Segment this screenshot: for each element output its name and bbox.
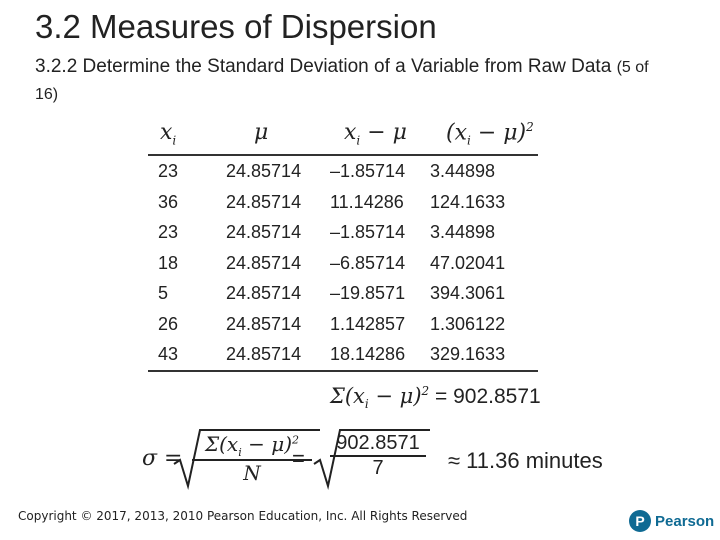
table-cell: 24.85714 <box>226 283 302 303</box>
sqrt-sign-1 <box>173 429 320 490</box>
slide-title: 3.2 Measures of Dispersion <box>35 8 437 45</box>
denominator-value: 7 <box>330 455 426 480</box>
table-row: 36 24.85714 11.14286 124.1633 <box>148 187 538 218</box>
table-cell: 24.85714 <box>226 252 302 273</box>
table-cell: –6.85714 <box>330 252 406 273</box>
header-xi: xi <box>160 120 177 148</box>
table-row: 23 24.85714 –1.85714 3.44898 <box>148 156 538 187</box>
table-cell: 124.1633 <box>430 191 506 212</box>
std-dev-result: ≈ 11.36 minutes <box>448 448 603 473</box>
header-mu: μ <box>254 120 269 145</box>
table-row: 23 24.85714 –1.85714 3.44898 <box>148 217 538 248</box>
table-cell: 11.14286 <box>330 191 404 212</box>
header-xi-minus-mu: xi − μ <box>344 120 407 148</box>
subtitle-text: 3.2.2 Determine the Standard Deviation o… <box>35 56 612 77</box>
table-cell: –1.85714 <box>330 222 406 242</box>
table-row: 26 24.85714 1.142857 1.306122 <box>148 309 538 340</box>
fraction-numeric: 902.8571 7 <box>330 432 426 480</box>
sum-value: = 902.8571 <box>435 385 541 408</box>
pearson-logo-text: Pearson <box>655 512 715 530</box>
table-row: 5 24.85714 –19.8571 394.3061 <box>148 278 538 309</box>
table-cell: 3.44898 <box>430 222 496 242</box>
table-cell: 43 <box>158 344 179 364</box>
table-cell: 18.14286 <box>330 344 406 364</box>
table-cell: 47.02041 <box>430 252 506 273</box>
table-cell: 24.85714 <box>226 161 302 181</box>
table-cell: 24.85714 <box>226 313 302 334</box>
std-dev-formula: σ = Σ(xi − μ)2 N = 902.8571 7 ≈ 11.36 mi… <box>142 428 603 490</box>
n-symbol: N <box>192 459 312 485</box>
sum-of-squares: Σ(xi − μ)2 = 902.8571 <box>330 384 541 412</box>
deviation-table: xi μ xi − μ (xi − μ)2 23 24.85714 –1.85714… <box>148 118 538 372</box>
table-cell: –1.85714 <box>330 161 406 181</box>
table-cell: 18 <box>158 252 179 273</box>
sigma-symbol: σ = <box>142 446 183 471</box>
table-cell: 329.1633 <box>430 344 506 364</box>
pearson-logo: P Pearson <box>629 510 714 532</box>
table-body: 23 24.85714 –1.85714 3.44898 36 24.85714 11.14… <box>148 156 538 370</box>
equals-sign: = <box>292 446 305 471</box>
table-cell: 3.44898 <box>430 161 496 181</box>
slide-subtitle: 3.2.2 Determine the Standard Deviation o… <box>35 54 675 108</box>
header-squared-deviation: (xi − μ)2 <box>446 120 534 148</box>
table-cell: 24.85714 <box>226 191 302 212</box>
table-cell: 394.3061 <box>430 283 506 303</box>
pearson-logo-icon: P <box>629 510 651 532</box>
table-bottom-rule <box>148 369 538 372</box>
copyright-text: Copyright © 2017, 2013, 2010 Pearson Edu… <box>18 509 468 523</box>
table-cell: 26 <box>158 313 179 334</box>
table-cell: 1.306122 <box>430 313 506 334</box>
table-header: xi μ xi − μ (xi − μ)2 <box>148 118 538 156</box>
page-indicator: (5 of 16) <box>35 59 649 103</box>
fraction-symbolic: Σ(xi − μ)2 N <box>192 432 312 485</box>
table-cell: 5 <box>158 283 169 303</box>
table-cell: 24.85714 <box>226 222 302 242</box>
table-row: 43 24.85714 18.14286 329.1633 <box>148 339 538 370</box>
numerator-value: 902.8571 <box>336 432 420 454</box>
table-cell: 1.142857 <box>330 313 406 334</box>
table-cell: 24.85714 <box>226 344 302 364</box>
table-row: 18 24.85714 –6.85714 47.02041 <box>148 248 538 279</box>
table-cell: 36 <box>158 191 179 212</box>
sqrt-sign-2 <box>313 429 430 490</box>
table-cell: –19.8571 <box>330 283 406 303</box>
table-cell: 23 <box>158 161 179 181</box>
table-cell: 23 <box>158 222 179 242</box>
